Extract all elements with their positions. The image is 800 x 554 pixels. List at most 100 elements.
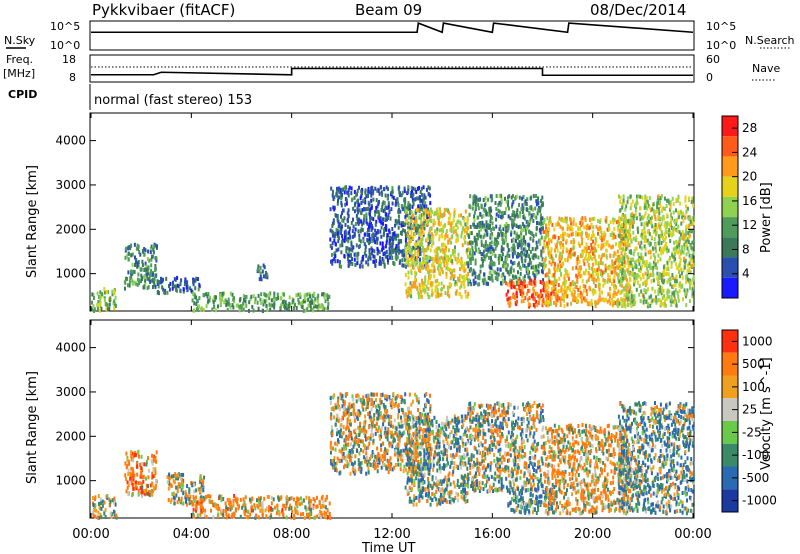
echo-cell <box>541 202 544 207</box>
echo-cell <box>300 301 302 306</box>
echo-cell <box>391 189 394 194</box>
echo-cell <box>386 258 389 263</box>
echo-cell <box>388 236 391 240</box>
echo-cell <box>156 244 158 249</box>
echo-cell <box>671 291 674 296</box>
echo-cell <box>147 271 150 276</box>
echo-cell <box>463 268 466 273</box>
freq-right-label: Nave <box>752 62 780 75</box>
echo-cell <box>168 481 171 486</box>
echo-cell <box>376 236 379 241</box>
echo-cell <box>554 287 557 292</box>
echo-cell <box>658 200 661 204</box>
echo-cell <box>416 241 419 246</box>
echo-cell <box>668 289 671 294</box>
echo-cell <box>425 210 428 215</box>
echo-cell <box>658 211 661 216</box>
echo-cell <box>425 258 428 263</box>
echo-cell <box>248 300 251 305</box>
echo-cell <box>674 300 676 305</box>
echo-cell <box>99 301 102 306</box>
echo-cell <box>537 270 540 275</box>
echo-cell <box>351 245 354 250</box>
echo-cell <box>370 205 373 210</box>
echo-cell <box>651 246 654 251</box>
echo-cell <box>97 300 100 304</box>
echo-cell <box>127 283 129 288</box>
echo-cell <box>307 297 310 302</box>
echo-cell <box>230 504 233 509</box>
echo-cell <box>195 295 197 300</box>
echo-cell <box>257 496 260 501</box>
echo-cell <box>580 234 583 239</box>
echo-cell <box>496 267 499 272</box>
echo-cell <box>492 269 495 274</box>
echo-cell <box>451 258 454 263</box>
echo-cell <box>340 396 343 401</box>
echo-cell <box>130 450 133 455</box>
echo-cell <box>618 245 621 250</box>
echo-cell <box>437 218 440 223</box>
echo-cell <box>324 299 327 304</box>
echo-cell <box>151 278 154 283</box>
echo-cell <box>368 250 371 255</box>
echo-cell <box>636 273 639 277</box>
echo-cell <box>328 512 331 516</box>
echo-cell <box>507 226 510 231</box>
echo-cell <box>133 280 136 285</box>
echo-cell <box>420 207 423 212</box>
echo-cell <box>398 190 401 195</box>
echo-cell <box>115 515 118 520</box>
echo-cell <box>558 296 561 301</box>
echo-cell <box>151 461 154 466</box>
echo-cell <box>364 248 367 253</box>
echo-cell <box>169 281 172 286</box>
echo-cell <box>496 235 499 240</box>
echo-cell <box>646 272 649 277</box>
echo-cell <box>579 221 582 225</box>
echo-cell <box>637 280 639 285</box>
echo-cell <box>390 190 393 195</box>
echo-cell <box>555 303 557 307</box>
echo-cell <box>535 199 538 204</box>
echo-cell <box>620 223 623 227</box>
echo-cell <box>358 208 361 213</box>
echo-cell <box>608 275 611 280</box>
echo-cell <box>268 515 271 520</box>
echo-cell <box>172 474 175 479</box>
echo-cell <box>531 255 534 260</box>
echo-cell <box>341 193 343 197</box>
echo-cell <box>129 276 132 281</box>
echo-cell <box>367 227 369 232</box>
echo-cell <box>191 298 194 303</box>
echo-cell <box>333 234 336 239</box>
echo-cell <box>681 275 684 280</box>
echo-cell <box>449 256 452 261</box>
echo-cell <box>548 255 551 260</box>
echo-cell <box>687 235 690 240</box>
echo-cell <box>350 191 353 196</box>
echo-cell <box>162 290 165 295</box>
echo-cell <box>489 235 492 240</box>
echo-cell <box>663 244 666 249</box>
echo-cell <box>145 270 148 275</box>
echo-cell <box>205 514 208 519</box>
echo-cell <box>505 257 508 262</box>
echo-cell <box>522 291 525 296</box>
echo-cell <box>95 508 98 513</box>
echo-cell <box>623 260 626 265</box>
echo-cell <box>553 266 556 271</box>
echo-cell <box>444 223 446 228</box>
echo-cell <box>494 276 497 281</box>
echo-cell <box>375 219 378 224</box>
echo-cell <box>363 242 366 247</box>
echo-cell <box>414 278 417 283</box>
echo-cell <box>661 286 663 291</box>
echo-cell <box>483 257 486 262</box>
echo-cell <box>618 228 621 233</box>
echo-cell <box>136 464 139 469</box>
echo-cell <box>550 249 553 254</box>
echo-cell <box>424 209 427 214</box>
echo-cell <box>569 254 572 259</box>
